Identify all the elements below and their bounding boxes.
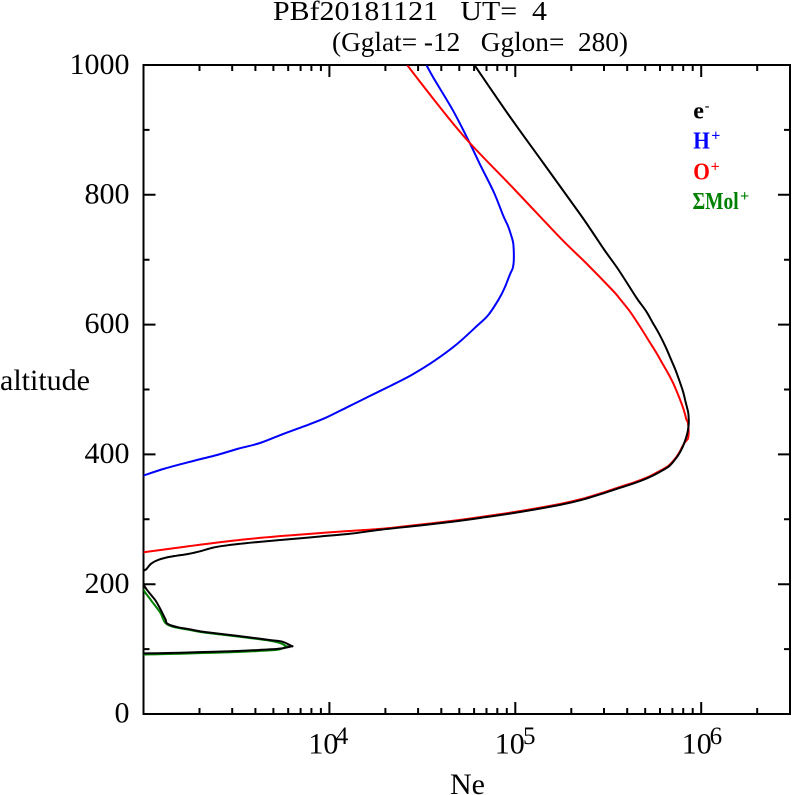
svg-text:10: 10 <box>682 728 712 761</box>
svg-text:O: O <box>693 160 710 186</box>
svg-text:4: 4 <box>336 723 349 750</box>
svg-text:e: e <box>693 98 704 124</box>
svg-text:10: 10 <box>495 728 525 761</box>
svg-text:+: + <box>711 158 720 175</box>
svg-text:-: - <box>705 99 710 114</box>
svg-text:10: 10 <box>308 728 338 761</box>
svg-text:+: + <box>711 128 720 145</box>
svg-text:200: 200 <box>85 567 130 600</box>
svg-text:400: 400 <box>85 437 130 470</box>
svg-text:6: 6 <box>710 723 723 750</box>
svg-text:+: + <box>740 188 749 205</box>
svg-text:0: 0 <box>115 697 130 730</box>
svg-text:H: H <box>693 129 710 155</box>
svg-text:ΣMol: ΣMol <box>693 189 739 215</box>
svg-text:PBf20181121 UT= 4: PBf20181121 UT= 4 <box>273 0 548 26</box>
svg-text:Ne: Ne <box>450 768 485 795</box>
svg-text:(Gglat= -12 Gglon= 280): (Gglat= -12 Gglon= 280) <box>332 27 628 57</box>
svg-text:800: 800 <box>85 177 130 210</box>
svg-text:altitude: altitude <box>0 364 90 397</box>
svg-text:600: 600 <box>85 307 130 340</box>
svg-text:5: 5 <box>523 723 536 750</box>
svg-text:1000: 1000 <box>70 48 130 81</box>
